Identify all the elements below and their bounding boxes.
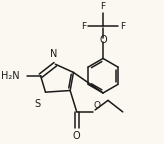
Text: O: O xyxy=(99,35,107,44)
Text: H₂N: H₂N xyxy=(0,71,19,81)
Text: F: F xyxy=(81,22,86,31)
Text: F: F xyxy=(101,2,106,11)
Text: O: O xyxy=(73,131,81,141)
Text: F: F xyxy=(120,22,125,31)
Text: S: S xyxy=(34,99,40,109)
Text: O: O xyxy=(94,101,101,110)
Text: N: N xyxy=(50,49,57,59)
